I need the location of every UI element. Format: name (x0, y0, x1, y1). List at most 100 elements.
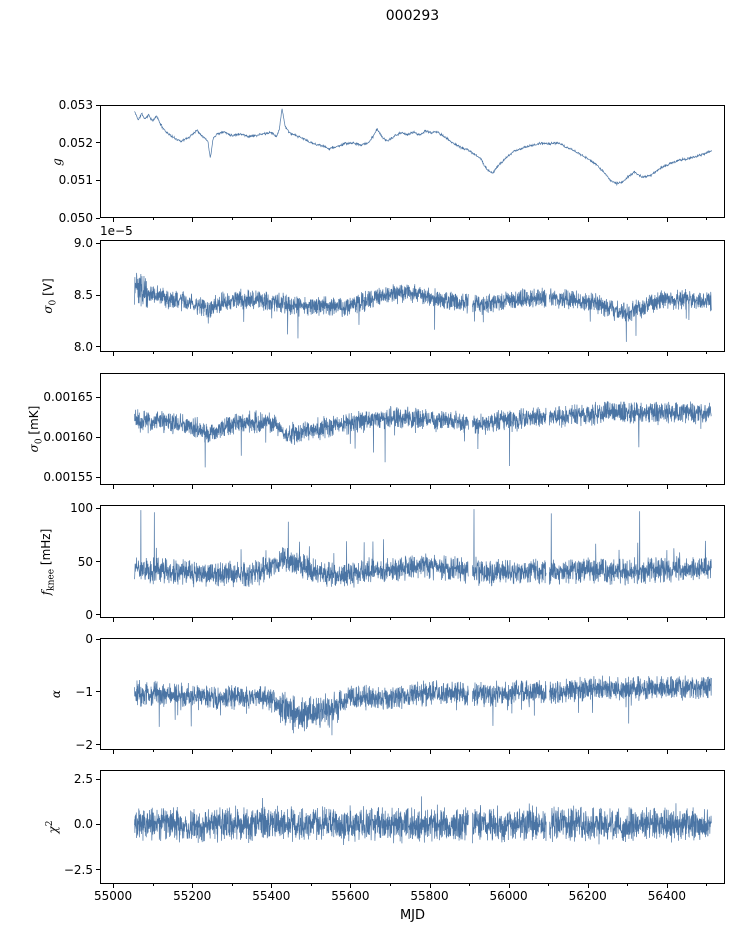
y-axis-label-g: g (47, 112, 67, 212)
x-minor-tick-mark (548, 618, 550, 620)
y-tick-label: 0 (85, 632, 93, 646)
x-minor-tick-mark (627, 884, 629, 886)
x-minor-tick-mark (627, 618, 629, 620)
x-tick-mark (587, 750, 589, 754)
chart-title: 000293 (385, 8, 440, 24)
y-tick-mark (96, 823, 100, 825)
x-tick-mark (429, 884, 431, 888)
x-tick-mark (429, 750, 431, 754)
x-minor-tick-mark (548, 750, 550, 752)
y-tick-mark (96, 614, 100, 616)
y-axis-label-symbol: χ (46, 826, 60, 834)
x-tick-mark (192, 884, 194, 888)
x-tick-mark (113, 218, 115, 222)
x-tick-mark (192, 618, 194, 622)
x-minor-tick-mark (469, 352, 471, 354)
x-minor-tick-mark (390, 485, 391, 487)
x-minor-tick-mark (548, 485, 550, 487)
axes-box-chi2 (100, 770, 725, 884)
y-axis-label-unit: [V] (41, 278, 55, 300)
x-tick-mark (508, 618, 510, 622)
x-tick-mark (587, 352, 589, 356)
y-tick-label: 9.0 (73, 236, 93, 250)
data-line-sigma0-mk (134, 401, 712, 468)
x-minor-tick-mark (469, 218, 471, 220)
y-tick-mark (96, 179, 100, 181)
x-minor-tick-mark (231, 618, 233, 620)
y-tick-mark (96, 778, 100, 780)
x-tick-mark (666, 618, 668, 622)
x-minor-tick-mark (706, 884, 708, 886)
x-minor-tick-mark (231, 884, 233, 886)
x-minor-tick-mark (706, 352, 708, 354)
x-tick-mark (587, 218, 589, 222)
y-tick-label: −2.5 (63, 863, 93, 877)
x-minor-tick-mark (390, 352, 391, 354)
x-tick-mark (666, 750, 668, 754)
x-tick-mark (508, 485, 510, 489)
data-line-g (134, 108, 712, 187)
x-tick-mark (350, 352, 352, 356)
x-tick-mark (508, 218, 510, 222)
x-tick-mark (666, 218, 668, 222)
y-axis-label-symbol: g (50, 157, 64, 166)
x-minor-tick-mark (152, 750, 154, 752)
y-tick-label: −2 (75, 738, 93, 752)
x-minor-tick-mark (152, 352, 154, 354)
x-minor-tick-mark (627, 218, 629, 220)
x-tick-mark (350, 750, 352, 754)
y-tick-label: 0 (85, 608, 93, 622)
y-axis-label-symbol: σ (27, 444, 41, 453)
x-tick-mark (666, 884, 668, 888)
y-tick-mark (96, 476, 100, 478)
x-minor-tick-mark (548, 352, 550, 354)
y-tick-mark (96, 869, 100, 870)
axes-box-fknee (100, 505, 725, 618)
y-tick-mark (96, 104, 100, 106)
x-minor-tick-mark (469, 485, 471, 487)
y-axis-label-unit: [mK] (27, 405, 41, 439)
x-tick-label: 56200 (568, 889, 607, 903)
y-tick-mark (96, 242, 100, 244)
x-tick-mark (271, 352, 273, 356)
x-minor-tick-mark (390, 884, 391, 886)
data-line-alpha (134, 675, 712, 736)
y-tick-label: 0.053 (58, 98, 93, 112)
x-tick-mark (429, 485, 431, 489)
x-tick-label: 55000 (94, 889, 133, 903)
x-minor-tick-mark (231, 218, 233, 220)
x-tick-mark (508, 750, 510, 754)
x-minor-tick-mark (469, 618, 471, 620)
y-axis-label-subscript: 0 (48, 299, 59, 306)
x-minor-tick-mark (152, 218, 154, 220)
x-tick-mark (429, 618, 431, 622)
y-tick-label: 8.0 (73, 340, 93, 354)
x-tick-mark (350, 485, 352, 489)
y-tick-mark (96, 561, 100, 562)
x-minor-tick-mark (152, 485, 154, 487)
y-tick-mark (96, 294, 100, 296)
y-axis-label-unit: [mHz] (39, 528, 53, 569)
x-minor-tick-mark (390, 750, 391, 752)
y-axis-label-sigma0-v: σ0 [V] (38, 246, 58, 346)
x-tick-mark (587, 884, 589, 888)
x-minor-tick-mark (469, 884, 471, 886)
x-tick-mark (429, 218, 431, 222)
x-tick-mark (666, 485, 668, 489)
x-tick-mark (271, 884, 273, 888)
x-minor-tick-mark (310, 352, 312, 354)
axes-box-sigma0-v (100, 240, 725, 352)
x-tick-mark (113, 352, 115, 356)
y-tick-label: 0.051 (58, 173, 93, 187)
x-minor-tick-mark (627, 750, 629, 752)
x-minor-tick-mark (469, 750, 471, 752)
x-minor-tick-mark (390, 218, 391, 220)
y-tick-mark (96, 396, 100, 398)
y-tick-mark (96, 691, 100, 693)
x-tick-label: 55200 (173, 889, 212, 903)
x-tick-mark (192, 352, 194, 356)
x-tick-mark (113, 618, 115, 622)
x-axis-label: MJD (399, 908, 426, 923)
y-tick-label: 0.050 (58, 211, 93, 225)
